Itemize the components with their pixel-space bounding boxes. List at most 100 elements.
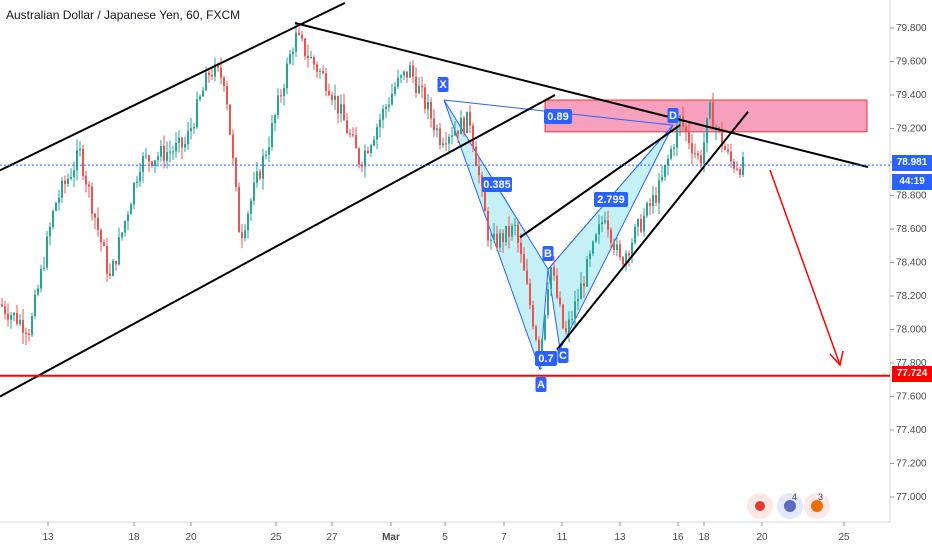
candle-body <box>703 142 705 164</box>
candle-body <box>664 165 666 177</box>
candle-body <box>301 34 303 39</box>
candle-body <box>379 119 381 128</box>
candle-body <box>295 32 297 52</box>
candle-body <box>37 288 39 295</box>
candle-body <box>661 176 663 181</box>
candle-body <box>430 101 432 119</box>
candle-body <box>409 65 411 78</box>
candle-body <box>61 180 63 198</box>
candle-body <box>568 319 570 332</box>
candle-body <box>103 242 105 247</box>
x-tick-label: 7 <box>501 532 507 543</box>
candle-body <box>262 155 264 179</box>
candle-body <box>304 38 306 56</box>
candle-body <box>223 77 225 87</box>
y-tick-label: 79.200 <box>896 124 927 135</box>
candle-body <box>343 104 345 121</box>
point-label-b: B <box>544 248 552 260</box>
candle-body <box>382 109 384 120</box>
candle-body <box>442 143 444 146</box>
candle-body <box>460 117 462 135</box>
candle-body <box>718 127 720 130</box>
candle-body <box>571 318 573 320</box>
candle-body <box>586 259 588 287</box>
candle-body <box>337 95 339 114</box>
candle-body <box>538 339 540 357</box>
y-tick-label: 79.600 <box>896 57 927 68</box>
candle-body <box>145 155 147 157</box>
y-tick-label: 79.800 <box>896 23 927 34</box>
candle-body <box>322 70 324 74</box>
y-tick-label: 78.200 <box>896 291 927 302</box>
candle-body <box>493 233 495 240</box>
candle-body <box>94 213 96 218</box>
candle-body <box>157 156 159 161</box>
candle-body <box>445 143 447 145</box>
candle-body <box>685 126 687 132</box>
channel-upper-line <box>0 1 346 172</box>
candle-body <box>391 93 393 105</box>
candle-body <box>259 171 261 179</box>
candle-body <box>421 85 423 88</box>
candle-body <box>115 260 117 265</box>
candle-body <box>451 135 453 137</box>
candle-body <box>49 226 51 237</box>
candle-body <box>217 64 219 68</box>
candle-body <box>556 275 558 298</box>
y-tick-label: 78.400 <box>896 258 927 269</box>
candle-body <box>142 156 144 172</box>
x-tick-label: 25 <box>838 532 850 543</box>
comments-icon[interactable] <box>804 493 830 519</box>
record-icon[interactable] <box>747 493 773 519</box>
candle-body <box>667 158 669 166</box>
candle-body <box>91 186 93 214</box>
y-tick-label: 77.600 <box>896 392 927 403</box>
candle-body <box>388 104 390 107</box>
x-tick-label: 25 <box>270 532 282 543</box>
candle-body <box>517 224 519 243</box>
candle-body <box>673 147 675 149</box>
candle-body <box>22 319 24 333</box>
candle-body <box>511 225 513 237</box>
candle-body <box>16 312 18 324</box>
candle-body <box>592 241 594 254</box>
candle-body <box>418 85 420 93</box>
candle-body <box>508 225 510 237</box>
candle-body <box>211 75 213 77</box>
candle-body <box>289 54 291 64</box>
candle-body <box>457 130 459 135</box>
candle-body <box>535 326 537 340</box>
candle-body <box>121 232 123 238</box>
candle-body <box>220 67 222 78</box>
candle-body <box>70 177 72 179</box>
descending-trendline <box>294 22 869 168</box>
candle-body <box>136 181 138 183</box>
candle-body <box>67 178 69 184</box>
candle-body <box>64 180 66 184</box>
point-label-x: X <box>439 79 447 91</box>
ratio-label: 0.89 <box>547 111 568 123</box>
y-tick-label: 77.200 <box>896 459 927 470</box>
candle-body <box>139 171 141 182</box>
candle-body <box>106 246 108 274</box>
candle-body <box>193 127 195 129</box>
ideas-icon[interactable] <box>777 493 803 519</box>
candle-body <box>187 131 189 145</box>
candle-body <box>43 267 45 269</box>
candle-body <box>610 229 612 243</box>
candle-body <box>238 186 240 233</box>
rising-wedge-lower <box>556 111 749 351</box>
candle-body <box>553 267 555 276</box>
candle-body <box>469 111 471 126</box>
y-tick-label: 78.600 <box>896 224 927 235</box>
candle-body <box>13 312 15 316</box>
candle-body <box>595 234 597 242</box>
candle-body <box>526 270 528 284</box>
candle-body <box>1 304 3 307</box>
candle-body <box>127 214 129 221</box>
rising-wedge-upper <box>519 124 681 239</box>
candle-body <box>178 137 180 143</box>
candle-body <box>19 319 21 324</box>
